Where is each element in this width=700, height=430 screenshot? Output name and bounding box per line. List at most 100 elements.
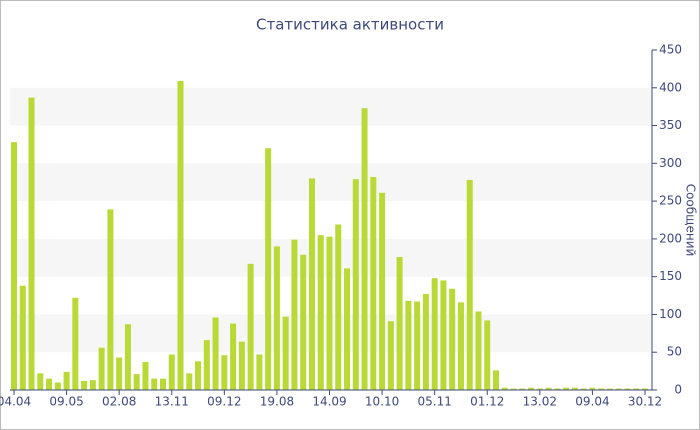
bar xyxy=(528,387,535,390)
bar xyxy=(151,378,158,390)
x-tick-label: 14.09 xyxy=(312,395,346,409)
bar xyxy=(89,380,96,390)
bar xyxy=(72,297,79,390)
bar xyxy=(291,239,298,390)
bar xyxy=(414,301,421,390)
bar xyxy=(624,388,631,390)
bar xyxy=(440,280,447,390)
chart-title: Статистика активности xyxy=(256,16,444,34)
bar xyxy=(230,323,237,390)
bar xyxy=(519,388,526,390)
y-axis-label: Сообщений xyxy=(684,184,698,257)
x-tick-label: 05.11 xyxy=(417,395,451,409)
bar xyxy=(370,176,377,390)
bar xyxy=(457,302,464,390)
bar xyxy=(449,288,456,390)
bar xyxy=(615,388,622,390)
x-tick-label: 10.10 xyxy=(365,395,399,409)
x-tick-label: 01.12 xyxy=(470,395,504,409)
y-tick-label: 100 xyxy=(659,307,682,321)
grid-band xyxy=(10,87,652,126)
y-tick-label: 250 xyxy=(659,194,682,208)
bar xyxy=(81,380,88,390)
x-tick-label: 13.02 xyxy=(523,395,557,409)
bar xyxy=(54,382,61,390)
bar xyxy=(282,316,289,390)
bar xyxy=(396,257,403,390)
y-tick-label: 350 xyxy=(659,118,682,132)
bar xyxy=(361,108,368,390)
x-tick-label: 13.11 xyxy=(155,395,189,409)
bar xyxy=(19,285,26,390)
bar xyxy=(221,355,228,390)
bar xyxy=(379,192,386,390)
bar xyxy=(159,378,166,390)
bar xyxy=(46,378,53,390)
x-tick-label: 19.08 xyxy=(260,395,294,409)
x-tick-label: 09.04 xyxy=(575,395,609,409)
bar xyxy=(203,340,210,390)
bar xyxy=(273,246,280,390)
bar xyxy=(63,371,70,390)
bar xyxy=(107,209,114,390)
bar xyxy=(536,388,543,390)
y-tick-label: 400 xyxy=(659,80,682,94)
bar xyxy=(133,374,140,390)
bar xyxy=(493,370,500,390)
bar xyxy=(405,300,412,390)
bar xyxy=(265,148,272,390)
x-tick-label: 04.04 xyxy=(0,395,31,409)
bar xyxy=(431,278,438,390)
bar xyxy=(554,388,561,390)
bar xyxy=(212,317,219,390)
bar xyxy=(168,354,175,390)
bar xyxy=(142,362,149,390)
bar xyxy=(563,387,570,390)
bar xyxy=(466,179,473,390)
bar xyxy=(580,388,587,390)
bar xyxy=(37,373,44,390)
bar xyxy=(387,321,394,390)
bar xyxy=(598,388,605,390)
y-tick-label: 50 xyxy=(667,345,682,359)
bar xyxy=(335,224,342,390)
bar xyxy=(238,341,245,390)
bar xyxy=(326,236,333,390)
y-tick-label: 450 xyxy=(659,43,682,57)
bar xyxy=(177,80,184,390)
bar xyxy=(484,320,491,390)
grid-band xyxy=(10,163,652,202)
bar xyxy=(422,294,429,390)
bar xyxy=(124,324,131,390)
x-tick-label: 09.05 xyxy=(49,395,83,409)
bar xyxy=(256,354,263,390)
bar xyxy=(589,387,596,390)
x-tick-label: 09.12 xyxy=(207,395,241,409)
bar xyxy=(606,388,613,390)
bar xyxy=(98,347,105,390)
y-tick-label: 0 xyxy=(674,383,682,397)
bar xyxy=(247,263,254,390)
bar xyxy=(642,388,648,390)
y-tick-label: 200 xyxy=(659,231,682,245)
x-tick-label: 02.08 xyxy=(102,395,136,409)
bar xyxy=(195,361,202,390)
bar xyxy=(28,97,35,390)
bar xyxy=(633,388,640,390)
bar xyxy=(11,142,17,390)
y-tick-label: 300 xyxy=(659,156,682,170)
bar xyxy=(308,178,315,390)
bar xyxy=(344,268,351,390)
bar xyxy=(545,387,552,390)
bar xyxy=(186,373,193,390)
bar xyxy=(300,254,307,390)
bar xyxy=(317,235,324,390)
y-tick-label: 150 xyxy=(659,269,682,283)
bar xyxy=(510,388,517,390)
bar xyxy=(501,387,508,390)
bar xyxy=(571,387,578,390)
bar xyxy=(116,357,123,390)
bar xyxy=(475,311,482,390)
x-tick-label: 30.12 xyxy=(628,395,662,409)
